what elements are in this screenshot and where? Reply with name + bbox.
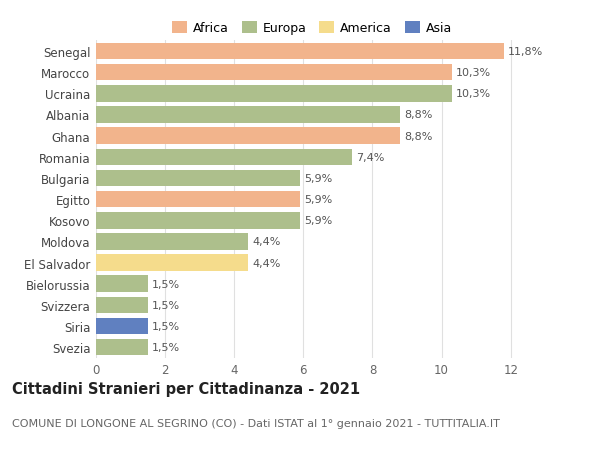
Bar — [96, 107, 400, 123]
Text: 5,9%: 5,9% — [304, 174, 332, 184]
Text: 4,4%: 4,4% — [252, 258, 281, 268]
Text: 5,9%: 5,9% — [304, 216, 332, 226]
Bar — [96, 276, 148, 292]
Legend: Africa, Europa, America, Asia: Africa, Europa, America, Asia — [172, 22, 452, 35]
Text: 5,9%: 5,9% — [304, 195, 332, 205]
Bar — [96, 44, 504, 60]
Text: 7,4%: 7,4% — [356, 152, 384, 162]
Text: 1,5%: 1,5% — [152, 342, 180, 353]
Bar — [96, 170, 300, 187]
Bar — [96, 191, 300, 208]
Bar — [96, 128, 400, 145]
Text: 11,8%: 11,8% — [508, 47, 543, 57]
Bar — [96, 255, 248, 271]
Text: 1,5%: 1,5% — [152, 279, 180, 289]
Text: 10,3%: 10,3% — [456, 68, 491, 78]
Text: Cittadini Stranieri per Cittadinanza - 2021: Cittadini Stranieri per Cittadinanza - 2… — [12, 381, 360, 396]
Bar — [96, 297, 148, 313]
Text: COMUNE DI LONGONE AL SEGRINO (CO) - Dati ISTAT al 1° gennaio 2021 - TUTTITALIA.I: COMUNE DI LONGONE AL SEGRINO (CO) - Dati… — [12, 418, 500, 428]
Bar — [96, 149, 352, 166]
Text: 1,5%: 1,5% — [152, 321, 180, 331]
Text: 8,8%: 8,8% — [404, 110, 433, 120]
Text: 4,4%: 4,4% — [252, 237, 281, 247]
Bar — [96, 213, 300, 229]
Bar — [96, 339, 148, 356]
Text: 1,5%: 1,5% — [152, 300, 180, 310]
Text: 8,8%: 8,8% — [404, 131, 433, 141]
Bar — [96, 234, 248, 250]
Text: 10,3%: 10,3% — [456, 89, 491, 99]
Bar — [96, 318, 148, 335]
Bar — [96, 65, 452, 81]
Bar — [96, 86, 452, 102]
